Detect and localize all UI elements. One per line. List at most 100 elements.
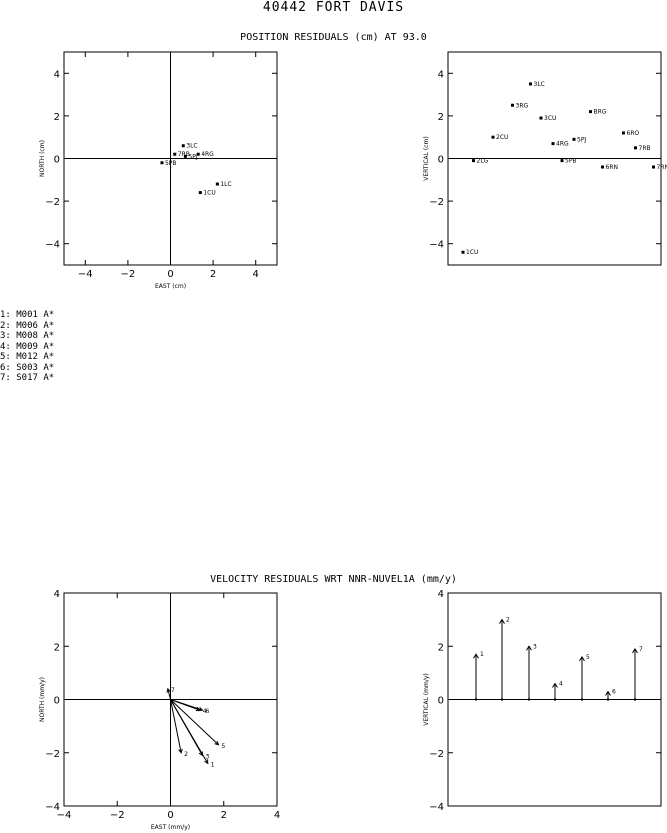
bar-base-dot: [606, 698, 610, 701]
data-point: [183, 154, 187, 158]
bar-arrowhead: [579, 655, 585, 662]
velocity-vector: [170, 699, 203, 711]
data-point-label: 4RG: [201, 151, 214, 158]
position-title: POSITION RESIDUALS (cm) AT 93.0: [240, 32, 427, 43]
vector-arrowhead: [214, 740, 220, 746]
y-tick-label: −4: [45, 240, 60, 251]
bar-label: 6: [612, 689, 616, 696]
x-tick-label: −2: [110, 810, 125, 821]
y-tick-label: 4: [438, 589, 444, 600]
legend-item: 1: M001 A*: [0, 310, 55, 320]
velocity-vector: [167, 688, 171, 700]
data-point-label: 5PB: [565, 158, 577, 165]
vector-label: 5: [221, 743, 225, 750]
data-point: [601, 165, 604, 169]
bar-base-dot: [633, 698, 637, 701]
y-tick-label: 0: [438, 155, 444, 166]
data-point-label: 5PJ: [577, 136, 586, 143]
y-tick-label: 4: [54, 69, 60, 80]
legend-item: 5: M012 A*: [0, 352, 55, 362]
vector-label: 1: [211, 761, 215, 768]
legend-item: 3: M008 A*: [0, 331, 55, 341]
y-tick-label: 2: [54, 112, 60, 123]
data-point-label: 3LC: [534, 81, 545, 88]
data-point-label: 6RN: [606, 164, 618, 171]
bar-base-dot: [553, 698, 557, 701]
vector-arrowhead: [178, 748, 183, 754]
data-point: [491, 135, 495, 139]
data-point-label: 3LC: [186, 143, 197, 150]
y-tick-label: 2: [438, 642, 444, 653]
velocity-vector: [170, 699, 219, 746]
data-point: [529, 82, 532, 86]
bar-label: 7: [639, 646, 643, 653]
vector-label: 3: [205, 753, 209, 760]
legend-item: 6: S003 A*: [0, 362, 55, 373]
data-point: [472, 159, 475, 163]
data-point-label: 5PB: [165, 160, 177, 167]
velocity-vector: [170, 699, 182, 753]
data-point: [622, 131, 625, 135]
data-point-label: 6RO: [627, 130, 640, 137]
data-point: [198, 191, 202, 195]
x-axis-label: EAST (mm/y): [151, 824, 190, 831]
data-point-label: 3CU: [544, 115, 556, 122]
bar-label: 5: [586, 654, 590, 661]
bar-arrowhead: [526, 645, 532, 651]
bar-base-dot: [527, 698, 531, 701]
data-point: [572, 137, 576, 141]
bar-label: 2: [506, 617, 510, 624]
data-point-label: 7RN: [657, 164, 667, 171]
bar-label: 1: [480, 651, 484, 658]
data-point: [634, 146, 637, 150]
data-point-label: 2LG: [477, 158, 489, 165]
page-title: 40442 FORT DAVIS: [262, 0, 405, 15]
data-point-label: 1LC: [220, 181, 231, 188]
x-axis-label: EAST (cm): [155, 283, 186, 290]
data-point: [511, 103, 514, 107]
data-point: [589, 110, 592, 114]
x-tick-label: 0: [167, 269, 173, 280]
data-point: [215, 182, 219, 186]
bar-label: 4: [559, 681, 563, 688]
x-tick-label: 4: [253, 269, 259, 280]
data-point-label: 1CU: [203, 190, 215, 197]
velocity-vector: [170, 699, 203, 756]
y-axis-label: NORTH (cm): [39, 140, 46, 177]
bar-arrowhead: [473, 653, 479, 659]
y-tick-label: −2: [429, 197, 444, 208]
x-tick-label: 2: [210, 269, 216, 280]
data-point-label: 4RG: [556, 141, 569, 148]
x-tick-label: 0: [167, 810, 173, 821]
data-point: [173, 152, 177, 156]
x-tick-label: −4: [78, 269, 93, 280]
data-point-label: BRG: [594, 109, 607, 116]
y-tick-label: −2: [45, 749, 60, 760]
legend-item: 2: M006 A*: [0, 320, 55, 331]
y-tick-label: −4: [429, 240, 444, 251]
y-tick-label: 0: [54, 155, 60, 166]
y-tick-label: −2: [429, 749, 444, 760]
data-point-label: 7RB: [639, 145, 651, 152]
vector-arrowhead: [204, 759, 209, 765]
data-point: [196, 152, 200, 156]
vector-arrowhead: [198, 706, 204, 712]
vector-label: 2: [184, 751, 188, 758]
site-legend: 1: M001 A* 2: M006 A* 3: M008 A* 4: M009…: [0, 310, 54, 384]
vector-arrowhead: [166, 687, 171, 693]
y-tick-label: −4: [429, 802, 444, 813]
data-point-label: 2CU: [496, 134, 508, 141]
data-point: [461, 250, 465, 254]
bar-arrowhead: [552, 682, 558, 688]
data-point: [551, 142, 555, 146]
data-point: [181, 144, 185, 148]
y-tick-label: 4: [438, 69, 444, 80]
x-tick-label: −2: [121, 269, 136, 280]
y-tick-label: 4: [54, 589, 60, 600]
bar-base-dot: [500, 698, 504, 701]
vector-arrowhead: [198, 751, 203, 757]
bar-arrowhead: [605, 690, 611, 696]
velocity-title: VELOCITY RESIDUALS WRT NNR-NUVEL1A (mm/y…: [210, 574, 457, 585]
data-point-label: 1CU: [466, 249, 478, 256]
